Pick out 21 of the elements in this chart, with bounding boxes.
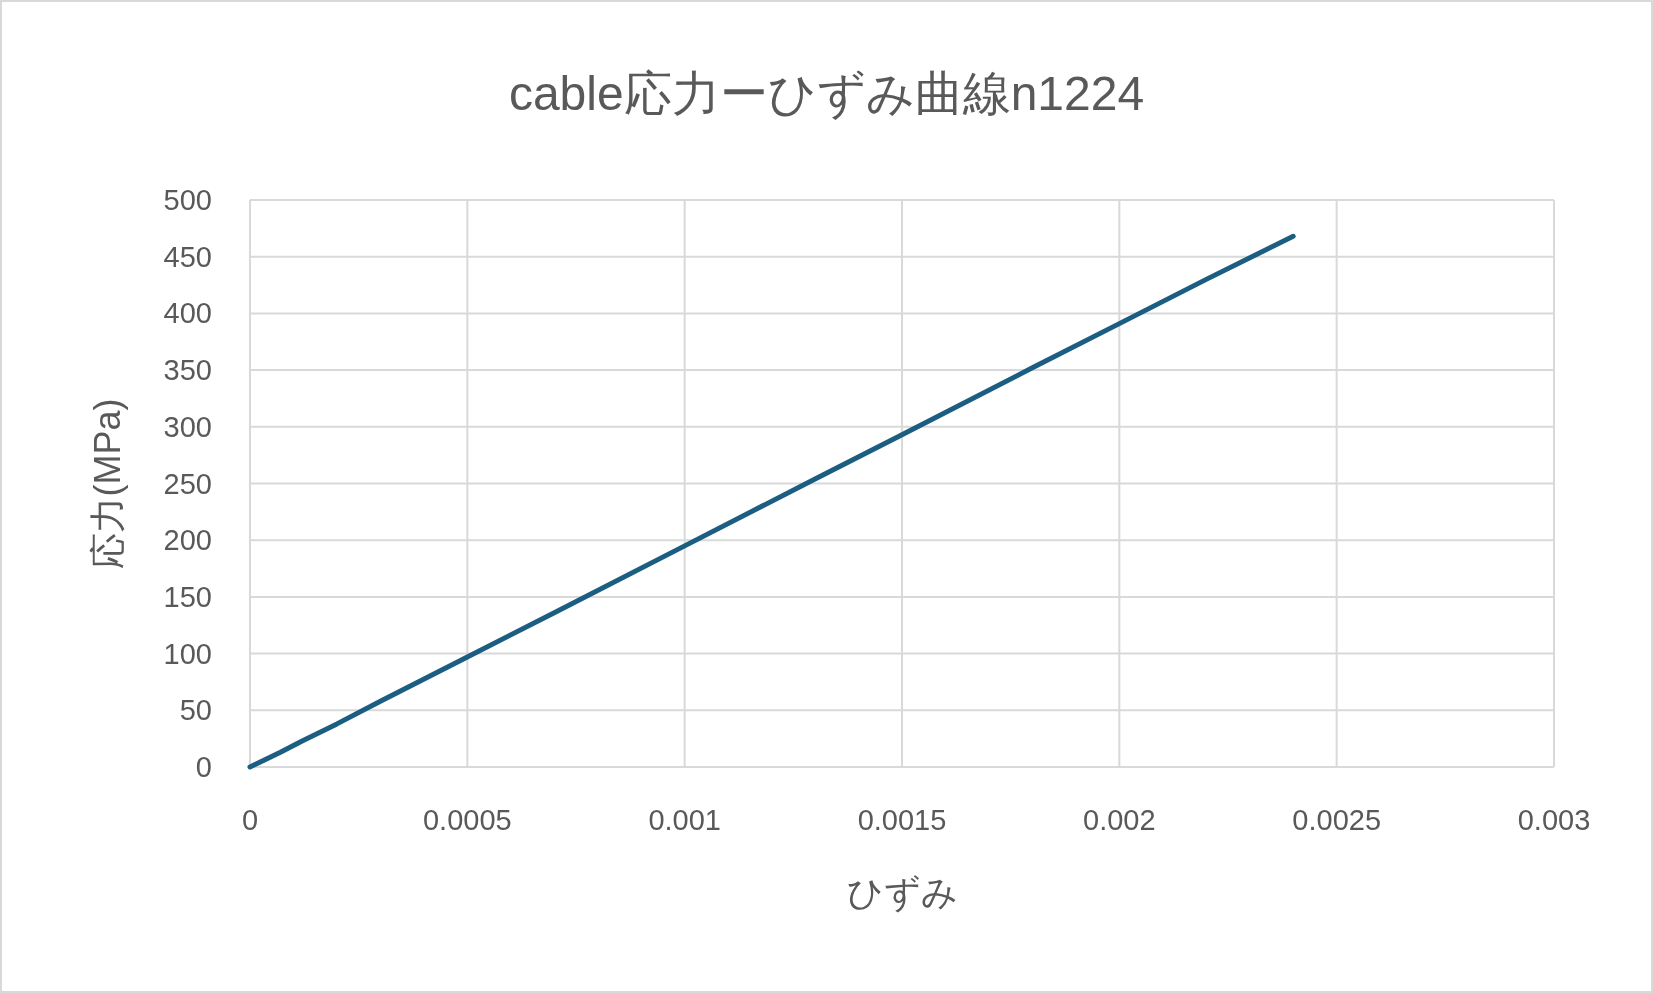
- y-tick-label: 500: [163, 184, 212, 216]
- x-tick-label: 0.001: [648, 804, 721, 836]
- y-tick-label: 300: [163, 410, 212, 443]
- y-tick-label: 450: [163, 240, 212, 273]
- x-tick-label: 0.003: [1517, 804, 1591, 836]
- y-tick-label: 150: [163, 580, 212, 613]
- y-tick-label: 0: [195, 751, 212, 783]
- y-tick-label: 400: [163, 297, 212, 330]
- x-tick-label: 0.0025: [1292, 804, 1382, 836]
- y-tick-label: 200: [163, 524, 212, 557]
- x-tick-label: 0: [241, 804, 259, 836]
- y-tick-label: 100: [163, 637, 212, 670]
- y-tick-label: 50: [179, 694, 212, 727]
- y-tick-label: 250: [163, 467, 212, 500]
- y-axis-title: 応力(MPa): [87, 398, 128, 569]
- x-tick-label: 0.0015: [857, 804, 947, 836]
- x-tick-label: 0.002: [1083, 804, 1156, 836]
- y-tick-label: 350: [163, 354, 212, 387]
- x-axis-title: ひずみ: [846, 872, 958, 913]
- x-tick-label: 0.0005: [422, 804, 512, 836]
- chart-title: cable応力ーひずみ曲線n1224: [508, 67, 1145, 120]
